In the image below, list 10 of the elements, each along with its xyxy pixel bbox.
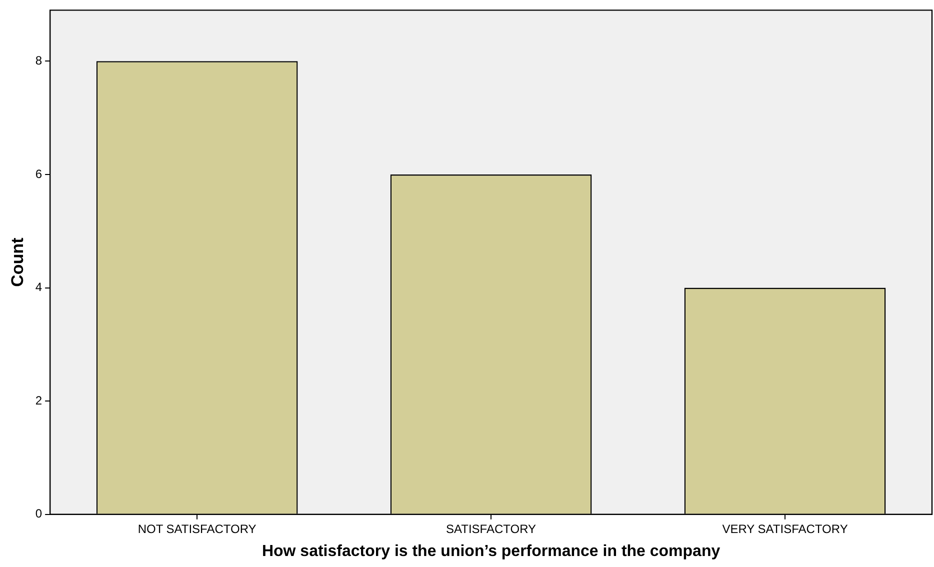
y-tick-label: 0: [35, 506, 42, 521]
y-tick-label: 4: [35, 280, 42, 294]
x-tick-label: NOT SATISFACTORY: [138, 522, 256, 536]
y-tick-label: 2: [35, 393, 42, 408]
y-tick-label: 8: [35, 54, 42, 68]
x-axis-title: How satisfactory is the union’s performance in the company: [262, 542, 720, 560]
y-tick-label: 6: [35, 166, 42, 181]
x-tick-label: VERY SATISFACTORY: [722, 522, 848, 536]
y-axis-title: Count: [8, 237, 27, 287]
x-tick-label: SATISFACTORY: [446, 522, 536, 536]
